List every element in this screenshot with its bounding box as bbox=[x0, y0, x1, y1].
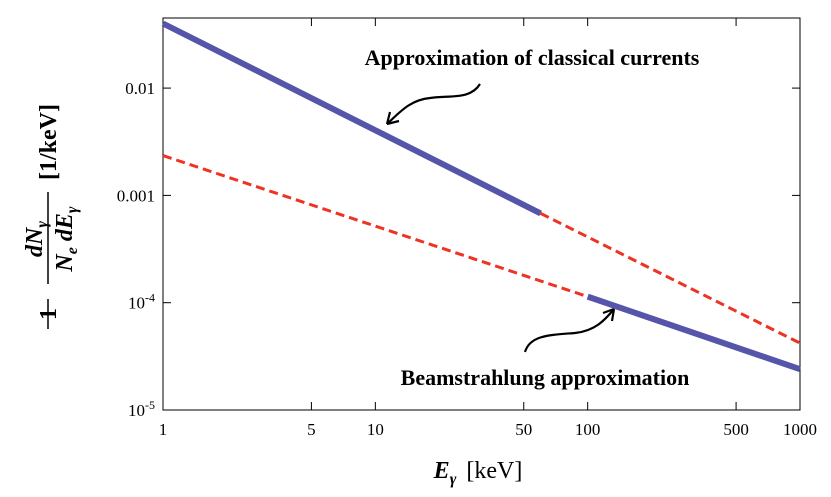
x-tick-label: 100 bbox=[575, 420, 601, 439]
x-tick-label: 10 bbox=[367, 420, 384, 439]
x-label-unit: [keV] bbox=[466, 458, 522, 484]
series-line bbox=[539, 212, 801, 345]
x-tick-label: 1000 bbox=[783, 420, 817, 439]
y-axis-label: 1 dNγ Ne dEγ [1/keV] bbox=[22, 104, 81, 329]
arrow bbox=[523, 308, 615, 353]
x-tick-label: 1 bbox=[159, 420, 168, 439]
y-tick-exponent: -4 bbox=[145, 291, 155, 305]
arrow-head bbox=[602, 307, 616, 322]
y-tick-label: 0.001 bbox=[117, 186, 155, 205]
x-label-subscript: γ bbox=[450, 471, 457, 488]
series-line bbox=[586, 293, 801, 373]
x-axis-label: Eγ [keV] bbox=[433, 458, 523, 488]
y-label-den-tail-sub: γ bbox=[64, 206, 81, 213]
arrow-head bbox=[385, 111, 400, 126]
y-tick-label: 10-5 bbox=[128, 398, 155, 420]
y-label-den-tail: dE bbox=[52, 213, 78, 247]
x-tick-label: 5 bbox=[307, 420, 316, 439]
annotation: Approximation of classical currents bbox=[365, 45, 700, 70]
y-label-unit: [1/keV] bbox=[36, 104, 62, 180]
y-label-factor: 1 bbox=[36, 308, 62, 320]
plot-frame bbox=[162, 17, 801, 411]
series-line bbox=[161, 20, 542, 217]
y-label-num: dN bbox=[22, 226, 48, 257]
y-label-num-sub: γ bbox=[34, 221, 51, 228]
y-tick-label: 0.01 bbox=[125, 79, 155, 98]
y-label-den: N bbox=[52, 253, 78, 273]
series-line bbox=[162, 154, 589, 299]
y-tick-label: 10-4 bbox=[128, 291, 155, 313]
x-tick-label: 50 bbox=[515, 420, 532, 439]
y-label-numerator: dNγ bbox=[22, 221, 51, 257]
annotation: Beamstrahlung approximation bbox=[401, 365, 690, 390]
arrow bbox=[386, 83, 481, 125]
x-label-symbol: E bbox=[433, 458, 450, 484]
x-tick-label: 500 bbox=[723, 420, 749, 439]
y-label-den-sub: e bbox=[64, 247, 81, 254]
y-tick-base: 10 bbox=[128, 401, 145, 420]
y-label-denominator: Ne dEγ bbox=[52, 206, 81, 272]
y-tick-exponent: -5 bbox=[145, 398, 155, 412]
y-tick-base: 10 bbox=[128, 294, 145, 313]
